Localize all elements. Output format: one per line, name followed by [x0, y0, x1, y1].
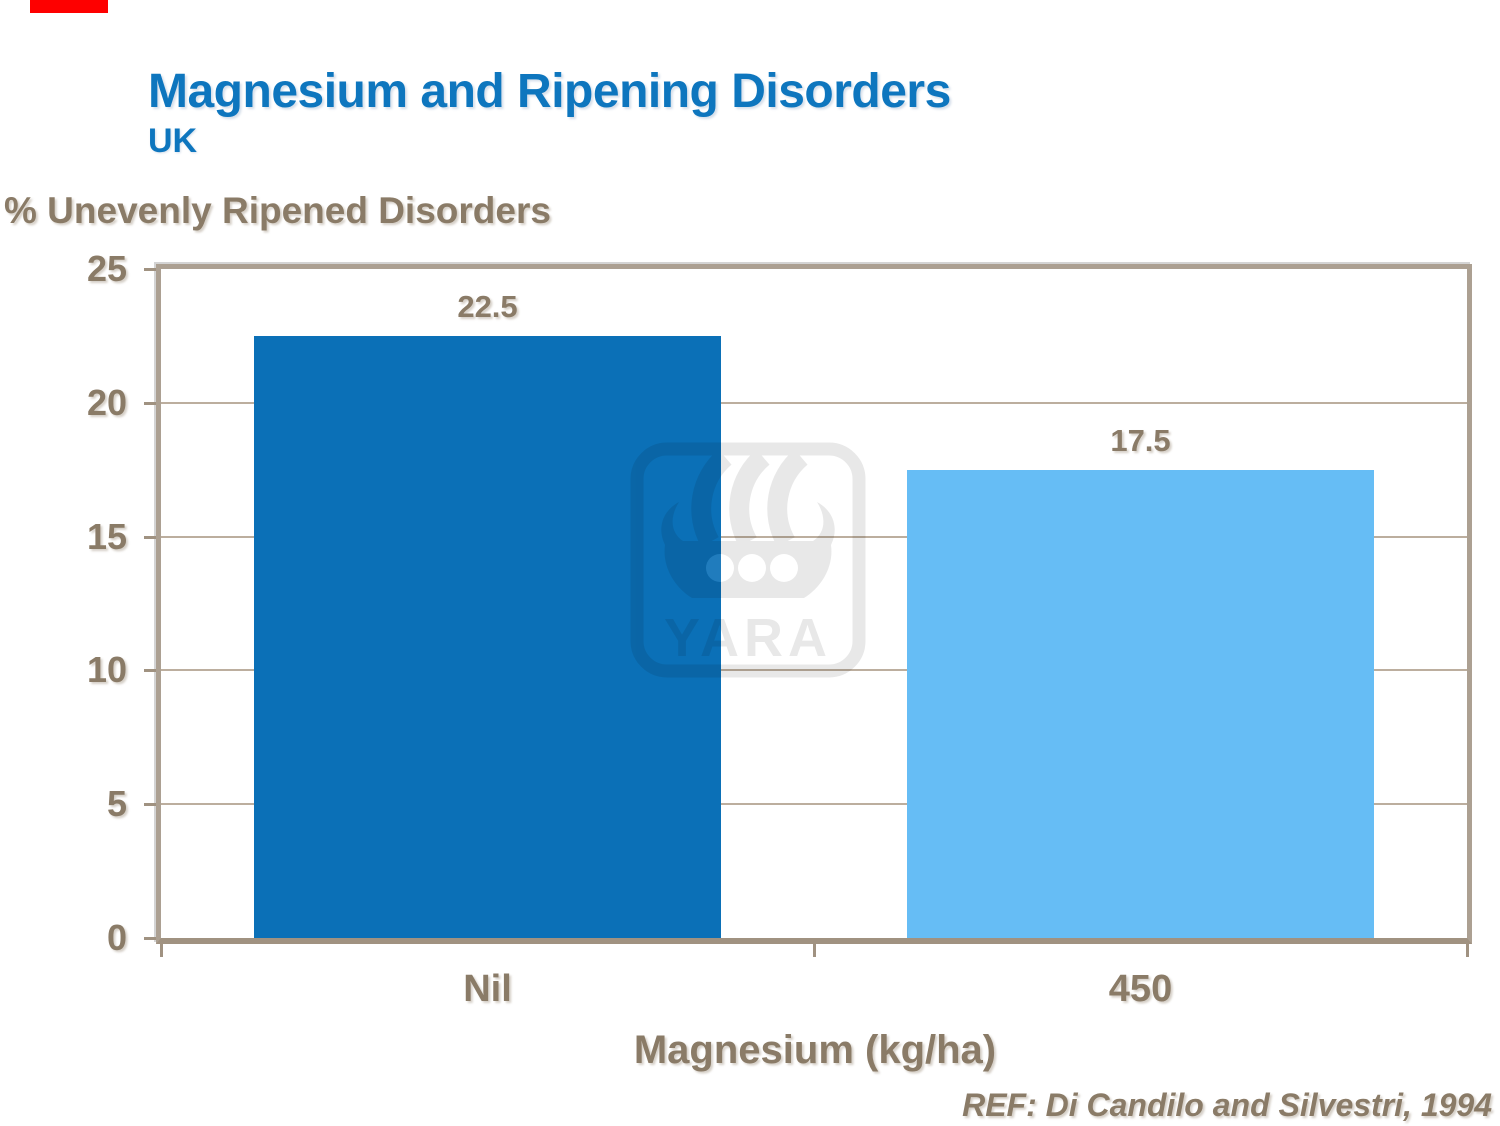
- y-gridline: [161, 803, 1467, 806]
- x-category-label: Nil: [463, 968, 512, 1010]
- reference-text: REF: Di Candilo and Silvestri, 1994: [962, 1087, 1492, 1123]
- page-title: Magnesium and Ripening Disorders: [148, 65, 951, 118]
- yara-watermark-logo: YARA: [630, 442, 866, 678]
- x-axis-title: Magnesium (kg/ha): [633, 1028, 997, 1072]
- y-tick-mark: [144, 401, 156, 405]
- x-tick-mark: [160, 944, 163, 957]
- page-subtitle: UK: [148, 122, 198, 160]
- viking-ship-icon: [661, 502, 835, 598]
- y-gridline: [161, 669, 1467, 672]
- wind-strokes-icon: [691, 449, 808, 547]
- x-tick-mark: [813, 944, 816, 957]
- y-gridline: [161, 401, 1467, 404]
- red-corner-mark: [30, 0, 108, 13]
- logo-frame: [630, 442, 866, 678]
- y-tick-mark: [144, 535, 156, 539]
- shield-icon: [706, 554, 734, 582]
- bar-Nil: [254, 335, 721, 938]
- bar-value-label: 22.5: [457, 288, 518, 324]
- y-tick-mark: [144, 937, 156, 940]
- y-tick-label: 0: [106, 917, 127, 958]
- plot-area: [156, 264, 1472, 944]
- y-tick-label: 10: [86, 649, 127, 691]
- y-axis-title: % Unevenly Ripened Disorders: [4, 190, 551, 231]
- y-tick-label: 20: [86, 381, 127, 423]
- y-tick-label: 25: [86, 248, 127, 289]
- y-gridline: [161, 535, 1467, 538]
- y-tick-label: 5: [106, 783, 127, 825]
- y-tick-mark: [144, 268, 156, 271]
- shield-icon: [738, 554, 766, 582]
- x-category-label: 450: [1108, 968, 1173, 1010]
- bar-value-label: 17.5: [1110, 422, 1171, 458]
- y-tick-mark: [144, 669, 156, 673]
- x-tick-mark: [1466, 944, 1469, 957]
- watermark-brand-text: YARA: [664, 608, 832, 668]
- bar-450: [907, 469, 1374, 938]
- y-tick-label: 15: [86, 515, 127, 557]
- y-tick-mark: [144, 803, 156, 807]
- shield-icon: [770, 554, 798, 582]
